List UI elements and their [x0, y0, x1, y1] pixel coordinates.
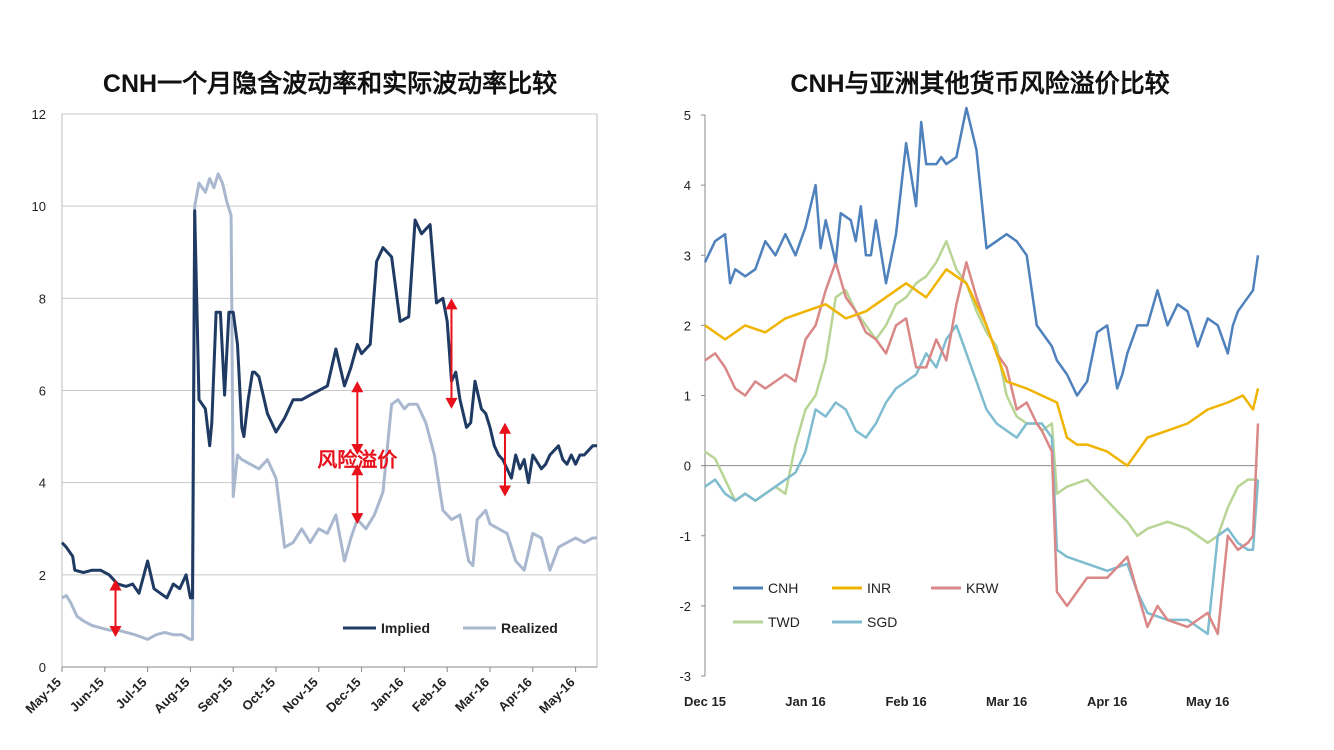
left-x-tick-label: Feb-16	[409, 675, 449, 715]
left-y-tick-label: 0	[39, 660, 46, 675]
left-y-tick-label: 6	[39, 384, 46, 399]
legend-inr-label: INR	[867, 580, 891, 596]
risk-premium-arrow-head	[351, 464, 364, 476]
risk-premium-arrow-head	[445, 298, 458, 310]
right-y-tick-label: 5	[684, 108, 691, 123]
risk-premium-arrow-head	[351, 513, 364, 525]
left-x-tick-label: Aug-15	[151, 675, 193, 717]
left-y-tick-label: 4	[39, 476, 46, 491]
left-y-tick-label: 2	[39, 568, 46, 583]
left-y-tick-label: 10	[32, 199, 46, 214]
legend-realized-label: Realized	[501, 620, 558, 636]
twd-series-line	[704, 239, 1258, 545]
left-x-tick-label: Sep-15	[195, 675, 236, 716]
risk-premium-arrow-head	[109, 579, 122, 591]
left-x-tick-label: Jul-15	[113, 675, 150, 712]
risk-premium-arrow-head	[498, 422, 511, 434]
risk-premium-arrow-head	[498, 485, 511, 497]
right-chart-title: CNH与亚洲其他货币风险溢价比较	[790, 70, 1170, 98]
left-x-tick-label: Dec-15	[323, 675, 364, 716]
right-x-tick-label: Jan 16	[785, 694, 825, 709]
legend-sgd-label: SGD	[867, 614, 897, 630]
left-chart: 0 2 4 6 8 10 12 May-15 Jun-15 Jul-15 Aug-15 Sep-15 O…	[22, 107, 598, 717]
right-x-tick-label: Dec 15	[684, 694, 726, 709]
sgd-series-line	[704, 324, 1260, 636]
right-x-tick-label: May 16	[1186, 694, 1229, 709]
krw-series-line	[704, 261, 1260, 636]
legend-twd-label: TWD	[768, 614, 800, 630]
right-y-tick-label: 4	[684, 178, 691, 193]
inr-series-line	[704, 268, 1260, 467]
right-y-tick-label: 0	[684, 459, 691, 474]
risk-premium-arrow-head	[351, 381, 364, 393]
right-y-tick-label: 2	[684, 318, 691, 333]
risk-premium-arrow-head	[445, 397, 458, 409]
right-y-tick-label: 1	[684, 389, 691, 404]
left-x-tick-label: Oct-15	[239, 675, 278, 714]
right-x-tick-label: Apr 16	[1087, 694, 1127, 709]
right-x-tick-label: Feb 16	[885, 694, 926, 709]
risk-premium-arrow-head	[351, 444, 364, 456]
right-chart: -3 -2 -1 0 1 2 3 4 5 Dec 15 Jan 16 Feb 16 Mar 16 Apr …	[679, 106, 1260, 709]
right-x-tick-label: Mar 16	[986, 694, 1027, 709]
left-x-tick-label: Jan-16	[367, 675, 407, 715]
legend-krw-label: KRW	[966, 580, 999, 596]
risk-premium-annotation: 风险溢价	[317, 448, 398, 472]
left-x-tick-label: Apr-16	[495, 675, 535, 715]
right-y-tick-label: -3	[679, 669, 691, 684]
left-x-tick-label: Mar-16	[452, 675, 492, 715]
implied-series-line	[60, 209, 597, 600]
right-y-tick-label: -1	[679, 529, 691, 544]
realized-series-line	[61, 172, 597, 641]
left-y-tick-label: 8	[39, 291, 46, 306]
left-x-tick-label: Jun-15	[67, 675, 107, 715]
left-x-tick-label: May-16	[536, 675, 578, 717]
left-y-tick-label: 12	[32, 107, 46, 122]
right-y-tick-label: 3	[684, 248, 691, 263]
risk-premium-arrow-head	[109, 626, 122, 638]
right-y-tick-label: -2	[679, 599, 691, 614]
legend-implied-label: Implied	[381, 620, 430, 636]
left-x-tick-label: May-15	[22, 675, 64, 717]
left-chart-title: CNH一个月隐含波动率和实际波动率比较	[102, 70, 558, 98]
legend-cnh-label: CNH	[768, 580, 798, 596]
cnh-series-line	[703, 106, 1260, 397]
left-x-tick-label: Nov-15	[280, 675, 321, 716]
